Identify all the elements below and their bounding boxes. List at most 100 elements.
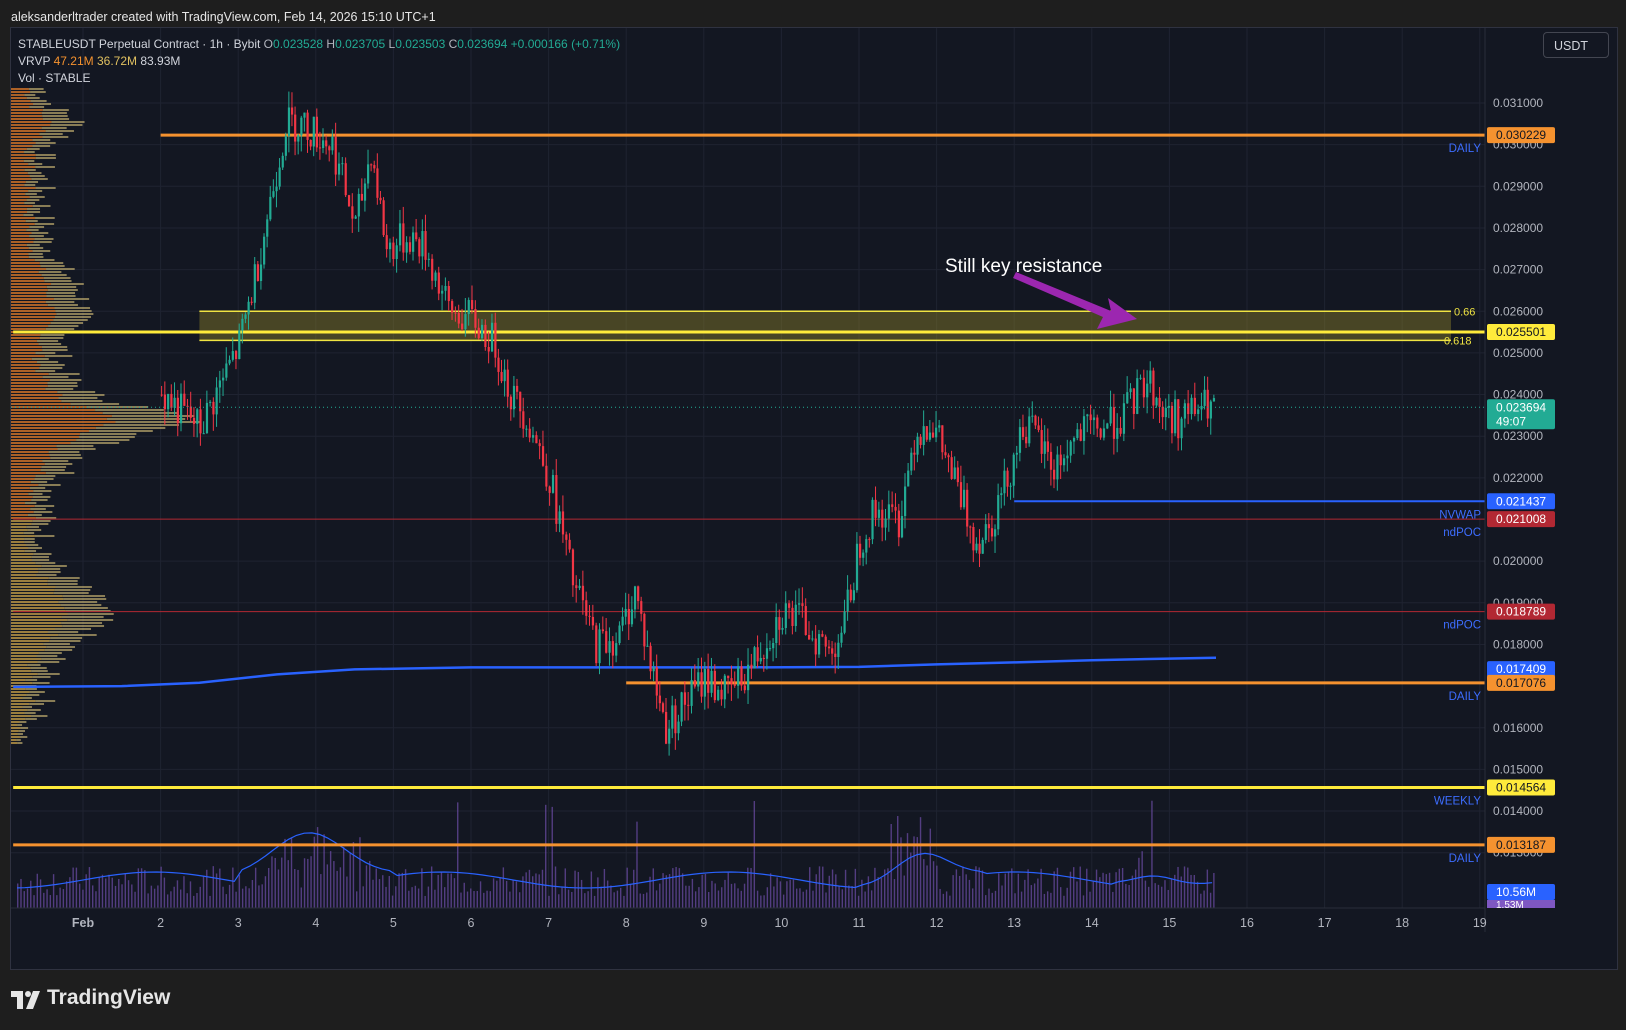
candle-body [294, 114, 297, 142]
candle-body [1167, 405, 1171, 408]
profile-bar-up [11, 511, 34, 513]
volume-bar [316, 827, 319, 908]
profile-bar-down [35, 562, 56, 564]
price-label-badge[interactable] [1487, 603, 1555, 620]
profile-bar-down [39, 367, 63, 369]
profile-bar-up [11, 148, 27, 150]
candle-body [772, 642, 775, 649]
price-label-badge[interactable] [1487, 661, 1555, 678]
profile-bar-up [11, 247, 29, 249]
volume-bar [408, 890, 410, 908]
price-label-badge[interactable] [1487, 324, 1555, 341]
currency-button[interactable]: USDT [1543, 32, 1609, 58]
price-label-badge[interactable] [1487, 127, 1555, 144]
profile-bar-down [57, 448, 96, 450]
profile-bar-down [88, 430, 153, 432]
candle-body [531, 435, 535, 438]
profile-bar-down [23, 160, 35, 162]
profile-bar-up [11, 724, 18, 726]
profile-bar-down [22, 706, 32, 708]
volume-bar [219, 868, 221, 908]
last-price-badge[interactable] [1487, 399, 1555, 430]
chart-canvas[interactable]: 0.66 0.618 DAILY NVWAP ndPOC ndPOC DAILY WEEKL… [11, 28, 1617, 969]
volume-bar [140, 868, 143, 908]
price-label-badge[interactable] [1487, 493, 1555, 510]
profile-bar-up [11, 556, 32, 558]
profile-bar-down [48, 325, 79, 327]
profile-bar-down [26, 208, 41, 210]
volume-bar [792, 879, 795, 908]
profile-bar-down [55, 586, 92, 588]
price-label-badge[interactable] [1487, 511, 1555, 528]
profile-bar-down [32, 103, 51, 105]
profile-bar-up [11, 541, 25, 543]
price-label-badge[interactable] [1487, 674, 1555, 691]
volume-bar [362, 886, 364, 908]
profile-bar-up [11, 688, 26, 690]
candle-body [1187, 403, 1190, 415]
volume-bar [945, 891, 948, 908]
candle-body [941, 425, 944, 453]
profile-bar-up [11, 403, 71, 405]
legend-vrvp-row[interactable]: VRVP 47.21M 36.72M 83.93M [18, 53, 620, 70]
price-label-badge[interactable] [1487, 836, 1555, 853]
volume-bar [903, 875, 905, 908]
volume-bar [1043, 893, 1046, 908]
candle-body [541, 446, 545, 466]
candle-body [444, 285, 447, 291]
volume-label-badge[interactable] [1487, 884, 1555, 900]
candle-body [814, 638, 817, 655]
volume-bar [923, 859, 925, 908]
price-tick-label: 0.022000 [1493, 471, 1543, 485]
volume-bar [196, 893, 198, 908]
volume-bar [111, 877, 113, 908]
candle-body [328, 146, 331, 151]
profile-bar-up [11, 622, 62, 624]
candle-body [1136, 378, 1139, 414]
candle-body [595, 625, 598, 664]
vol-label: Vol · STABLE [18, 71, 91, 85]
candle-body [791, 607, 794, 627]
candle-body [1037, 425, 1040, 431]
volume-bar [245, 886, 247, 908]
candle-body [163, 394, 167, 410]
candle-body [196, 409, 199, 424]
price-label-badge[interactable] [1487, 779, 1555, 796]
candle-body [1164, 407, 1167, 418]
profile-bar-up [11, 103, 33, 105]
candle-body [382, 200, 385, 236]
symbol-title[interactable]: STABLEUSDT Perpetual Contract · 1h · Byb… [18, 37, 261, 51]
annotation-text[interactable]: Still key resistance [945, 256, 1103, 277]
profile-bar-down [24, 151, 35, 153]
profile-bar-down [106, 418, 186, 420]
profile-bar-down [30, 100, 47, 102]
candle-body [975, 543, 978, 551]
vrvp-label: VRVP [18, 54, 51, 68]
profile-bar-up [11, 388, 46, 390]
profile-bar-down [58, 397, 98, 399]
candle-body [1079, 429, 1082, 441]
candle-body [1119, 427, 1122, 434]
profile-bar-down [27, 172, 42, 174]
volume-bar [861, 879, 863, 908]
profile-bar-down [45, 130, 74, 132]
profile-bar-down [24, 184, 36, 186]
candle-body [509, 396, 512, 410]
volume-bar [378, 879, 381, 908]
volume-bar [492, 878, 495, 908]
candle-body [700, 672, 703, 697]
price-label-text: 0.021437 [1496, 494, 1546, 508]
candle-body [950, 457, 953, 479]
volume-bar [457, 802, 459, 908]
volume-bar [721, 887, 723, 908]
profile-bar-down [29, 196, 45, 198]
candle-body [548, 486, 551, 493]
profile-bar-up [11, 226, 30, 228]
profile-bar-up [11, 151, 25, 153]
profile-bar-up [11, 481, 31, 483]
volume-bar [144, 870, 146, 908]
volume-bar [49, 895, 52, 908]
volume-bar [812, 890, 814, 908]
legend-vol-row[interactable]: Vol · STABLE [18, 70, 620, 87]
chart-frame[interactable]: 0.66 0.618 DAILY NVWAP ndPOC ndPOC DAILY WEEKL… [10, 27, 1618, 970]
